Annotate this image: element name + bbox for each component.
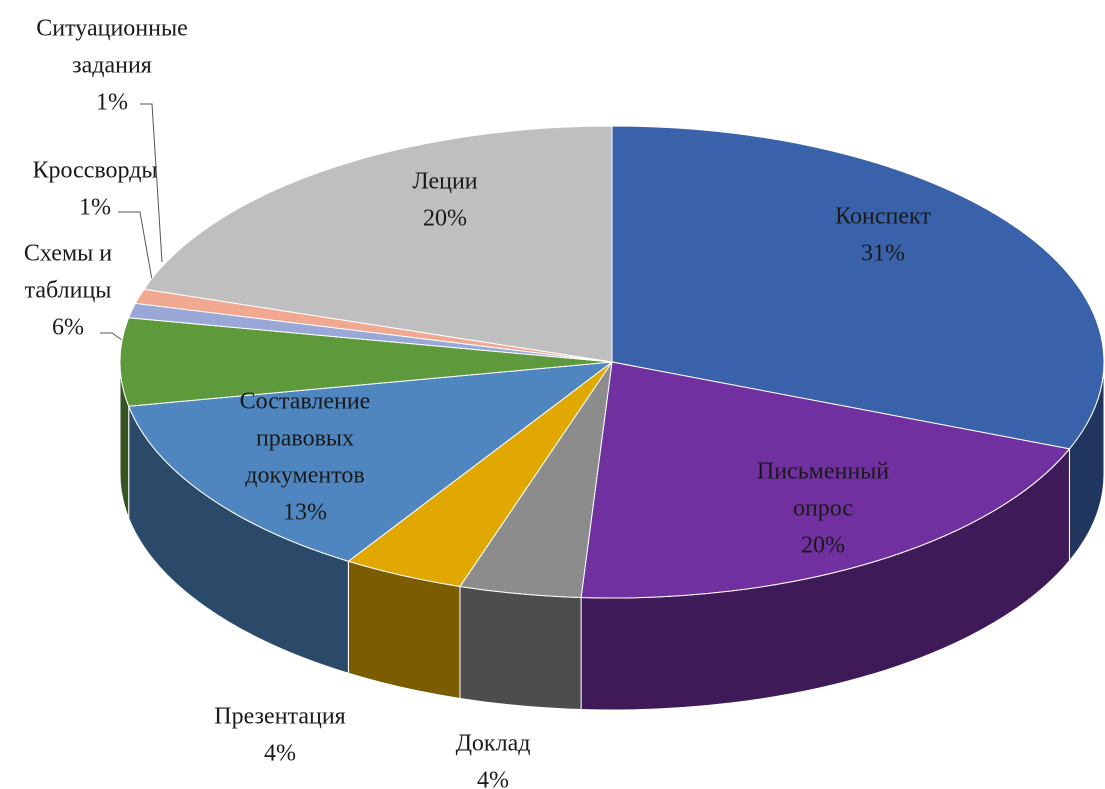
slice-label: задания bbox=[72, 53, 152, 79]
slice bbox=[143, 125, 613, 363]
slice-label: Ситуационные bbox=[36, 16, 188, 42]
slice-label: правовых bbox=[256, 426, 354, 452]
slice-label: Составление bbox=[240, 389, 371, 415]
value-label: 13% bbox=[283, 500, 327, 526]
slice-label: таблицы bbox=[25, 278, 112, 304]
slice-label: Презентация bbox=[214, 704, 345, 730]
pie-sides bbox=[119, 361, 1105, 711]
slice-label: Письменный bbox=[757, 459, 889, 485]
slice-label: Доклад bbox=[456, 731, 531, 757]
value-label: 20% bbox=[801, 533, 845, 559]
value-label: 31% bbox=[861, 241, 905, 267]
slice-label: документов bbox=[245, 463, 364, 489]
slice bbox=[119, 317, 613, 407]
value-label: 6% bbox=[52, 315, 84, 341]
slice bbox=[128, 361, 614, 562]
value-label: 20% bbox=[423, 206, 467, 232]
slice-side bbox=[459, 585, 582, 711]
pie-tops bbox=[119, 125, 1105, 599]
value-label: 4% bbox=[477, 768, 509, 789]
value-label: 4% bbox=[264, 741, 296, 767]
slice-label: Кроссворды bbox=[32, 158, 157, 184]
slice-label: Леции bbox=[412, 169, 477, 195]
slice bbox=[611, 125, 1105, 450]
slice-label: опрос bbox=[793, 496, 853, 522]
slice bbox=[580, 361, 1071, 599]
leader-line bbox=[118, 211, 153, 281]
value-label: 1% bbox=[96, 90, 128, 116]
slice-label: Конспект bbox=[835, 204, 931, 230]
slice-label: Схемы и bbox=[24, 241, 112, 267]
value-label: 1% bbox=[79, 195, 111, 221]
leader-line bbox=[100, 332, 123, 341]
leader-line bbox=[140, 103, 163, 263]
leader-lines bbox=[100, 103, 163, 341]
